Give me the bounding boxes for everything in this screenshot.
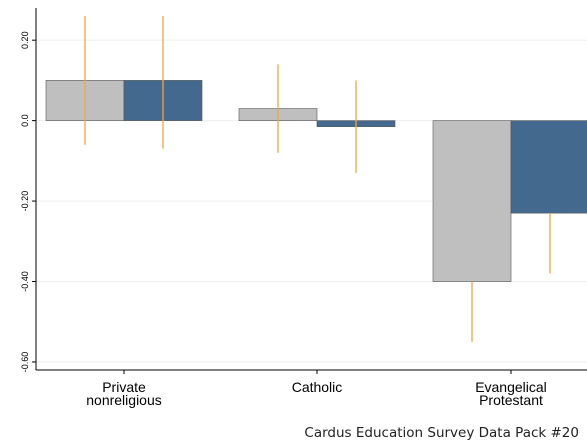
y-tick-labels: 0.20 0.0 -0.20 -0.40 -0.60 (20, 31, 36, 372)
category-label-2-line-1: Protestant (479, 392, 543, 408)
y-tick-label-4: -0.60 (20, 352, 30, 373)
y-tick-label-2: -0.20 (20, 191, 30, 212)
y-tick-label-1: 0.0 (20, 114, 30, 127)
footer-source-note: Cardus Education Survey Data Pack #20 (304, 425, 579, 441)
category-label-1: Catholic (292, 379, 343, 395)
category-label-2: Evangelical Protestant (475, 379, 547, 408)
axes (35, 8, 587, 371)
category-label-0-line-0: Private (102, 379, 146, 395)
category-label-0: Private nonreligious (86, 379, 162, 408)
bar-s2-2 (510, 120, 587, 214)
category-label-1-line-0: Catholic (292, 379, 343, 395)
y-tick-label-0: 0.20 (20, 31, 30, 49)
y-tick-label-3: -0.40 (20, 271, 30, 292)
error-bars (84, 16, 551, 342)
bar-s1-2 (432, 120, 512, 282)
category-label-2-line-0: Evangelical (475, 379, 547, 395)
category-label-0-line-1: nonreligious (86, 392, 162, 408)
